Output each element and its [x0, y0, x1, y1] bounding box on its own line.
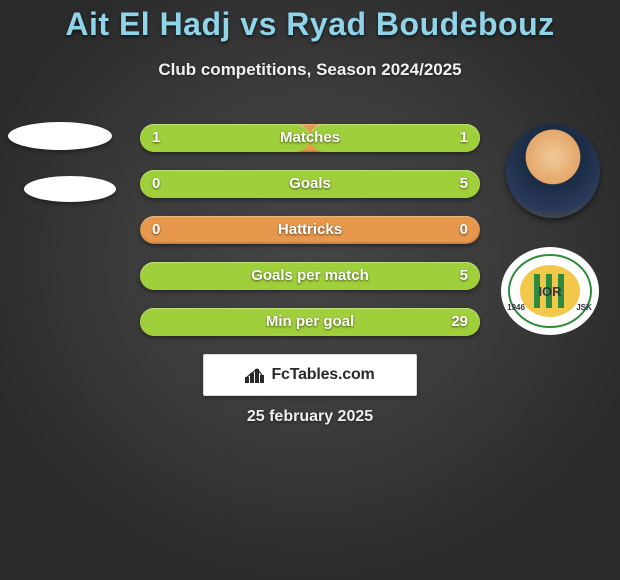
stat-label: Goals per match: [140, 262, 480, 290]
left-player-avatar-placeholder: [8, 122, 112, 150]
stat-label: Min per goal: [140, 308, 480, 336]
stat-bar: Goals0 5: [140, 170, 480, 198]
badge-left-text: 1946: [507, 303, 525, 312]
badge-right-text: JSK: [576, 303, 592, 312]
brand-text: FcTables.com: [271, 366, 374, 384]
stats-container: Matches11Goals05Hattricks00Goals per mat…: [140, 124, 480, 354]
stat-bar: Hattricks0 0: [140, 216, 480, 244]
stat-bar: Goals per match5: [140, 262, 480, 290]
page-subtitle: Club competitions, Season 2024/2025: [0, 60, 620, 80]
stat-value-left: 0: [152, 170, 160, 198]
stat-label: Goals: [140, 170, 480, 198]
left-club-badge-placeholder: [24, 176, 116, 202]
page-title: Ait El Hadj vs Ryad Boudebouz: [0, 6, 620, 43]
stat-bar: Min per goal29: [140, 308, 480, 336]
stat-value-right: 1: [460, 124, 468, 152]
date-label: 25 february 2025: [0, 408, 620, 426]
brand-card[interactable]: FcTables.com: [203, 354, 417, 396]
badge-center-text: IOR: [538, 284, 562, 299]
stat-value-right: 5: [460, 262, 468, 290]
stat-label: Hattricks: [140, 216, 480, 244]
stat-value-right: 29: [451, 308, 468, 336]
stat-value-left: 1: [152, 124, 160, 152]
stat-value-right: 0: [460, 216, 468, 244]
stat-value-right: 5: [460, 170, 468, 198]
right-club-badge: IOR 1946 JSK: [500, 246, 600, 336]
stat-value-left: 0: [152, 216, 160, 244]
brand-bar-chart-icon: [245, 367, 265, 383]
stat-bar: Matches1 1: [140, 124, 480, 152]
right-player-avatar: [506, 124, 600, 218]
stat-label: Matches: [140, 124, 480, 152]
